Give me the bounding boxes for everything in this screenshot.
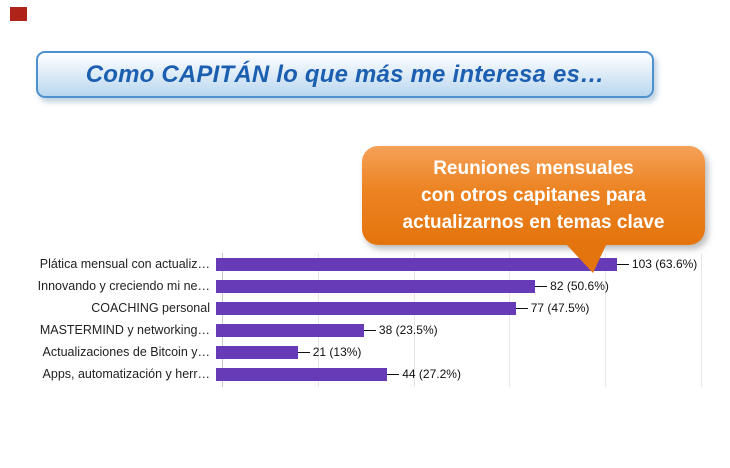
bar-value-connector [535, 285, 548, 287]
gridline [413, 253, 415, 387]
bar-value-label: 38 (23.5%) [378, 323, 438, 337]
bar-value-label: 21 (13%) [312, 345, 362, 359]
chart-row: Actualizaciones de Bitcoin y… 21 (13%) [6, 341, 722, 363]
gridline [605, 253, 607, 387]
bar [216, 345, 298, 359]
gridline [317, 253, 319, 387]
callout-line-1: Reuniones mensuales [433, 158, 634, 179]
chart-row: MASTERMIND y networking… 38 (23.5%) [6, 319, 722, 341]
bar-value-label: 77 (47.5%) [530, 301, 590, 315]
bar-value-connector [387, 373, 400, 375]
title-banner: Como CAPITÁN lo que más me interesa es… [36, 51, 654, 98]
corner-accent-square [10, 7, 27, 21]
bar [216, 279, 536, 293]
bar [216, 323, 364, 337]
plot-cell: 38 (23.5%) [216, 319, 722, 341]
callout-tail-pointer [565, 243, 607, 273]
chart-row: Apps, automatización y herr… 44 (27.2%) [6, 363, 722, 385]
bar-value-connector [616, 263, 629, 265]
plot-cell: 82 (50.6%) [216, 275, 722, 297]
bar [216, 301, 516, 315]
plot-cell: 44 (27.2%) [216, 363, 722, 385]
bar-value-label: 82 (50.6%) [550, 279, 609, 293]
plot-cell: 103 (63.6%) [216, 253, 722, 275]
bar-value-connector [515, 307, 528, 309]
bar-value-label: 103 (63.6%) [631, 257, 698, 271]
chart-row: Innovando y creciendo mi ne… 82 (50.6%) [6, 275, 722, 297]
plot-cell: 21 (13%) [216, 341, 722, 363]
callout-line-3: actualizarnos en temas clave [402, 212, 665, 233]
gridline [700, 253, 702, 387]
bar-value-connector [297, 351, 310, 353]
gridline [509, 253, 511, 387]
category-label: Plática mensual con actualiz… [39, 257, 210, 271]
callout-bubble: Reuniones mensuales con otros capitanes … [362, 146, 705, 245]
category-label: Actualizaciones de Bitcoin y… [42, 345, 210, 359]
category-label: Apps, automatización y herr… [42, 367, 210, 381]
chart-rows: Plática mensual con actualiz… 103 (63.6%)… [6, 253, 722, 385]
chart-gridlines [222, 253, 720, 387]
bar-chart: Plática mensual con actualiz… 103 (63.6%)… [6, 253, 722, 393]
bar-value-label: 44 (27.2%) [402, 367, 461, 381]
gridline [222, 253, 223, 387]
bar-value-connector [363, 329, 376, 331]
slide-title: Como CAPITÁN lo que más me interesa es… [85, 60, 605, 88]
plot-cell: 77 (47.5%) [216, 297, 722, 319]
callout-line-2: con otros capitanes para [421, 185, 646, 206]
category-label: MASTERMIND y networking… [39, 323, 210, 337]
category-label: COACHING personal [91, 301, 210, 315]
bar [216, 257, 617, 271]
chart-row: Plática mensual con actualiz… 103 (63.6%) [6, 253, 722, 275]
bar [216, 367, 388, 381]
chart-row: COACHING personal 77 (47.5%) [6, 297, 722, 319]
category-label: Innovando y creciendo mi ne… [37, 279, 210, 293]
